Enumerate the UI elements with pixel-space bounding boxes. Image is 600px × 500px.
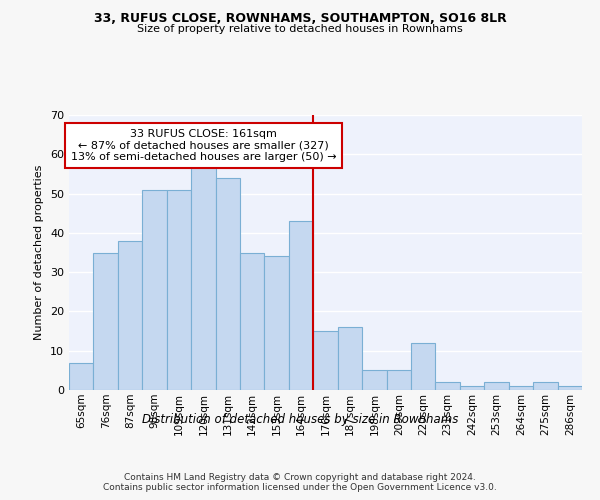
Bar: [313, 331, 338, 390]
Bar: [460, 386, 484, 390]
Y-axis label: Number of detached properties: Number of detached properties: [34, 165, 44, 340]
Bar: [191, 166, 215, 390]
Bar: [533, 382, 557, 390]
Text: 33 RUFUS CLOSE: 161sqm
← 87% of detached houses are smaller (327)
13% of semi-de: 33 RUFUS CLOSE: 161sqm ← 87% of detached…: [71, 128, 336, 162]
Bar: [386, 370, 411, 390]
Bar: [338, 327, 362, 390]
Text: Size of property relative to detached houses in Rownhams: Size of property relative to detached ho…: [137, 24, 463, 34]
Bar: [509, 386, 533, 390]
Bar: [94, 252, 118, 390]
Bar: [362, 370, 386, 390]
Text: Contains HM Land Registry data © Crown copyright and database right 2024.
Contai: Contains HM Land Registry data © Crown c…: [103, 472, 497, 492]
Bar: [69, 362, 94, 390]
Bar: [118, 240, 142, 390]
Bar: [484, 382, 509, 390]
Bar: [411, 343, 436, 390]
Text: Distribution of detached houses by size in Rownhams: Distribution of detached houses by size …: [142, 412, 458, 426]
Bar: [265, 256, 289, 390]
Bar: [289, 221, 313, 390]
Bar: [215, 178, 240, 390]
Bar: [142, 190, 167, 390]
Bar: [167, 190, 191, 390]
Bar: [436, 382, 460, 390]
Bar: [557, 386, 582, 390]
Text: 33, RUFUS CLOSE, ROWNHAMS, SOUTHAMPTON, SO16 8LR: 33, RUFUS CLOSE, ROWNHAMS, SOUTHAMPTON, …: [94, 12, 506, 26]
Bar: [240, 252, 265, 390]
